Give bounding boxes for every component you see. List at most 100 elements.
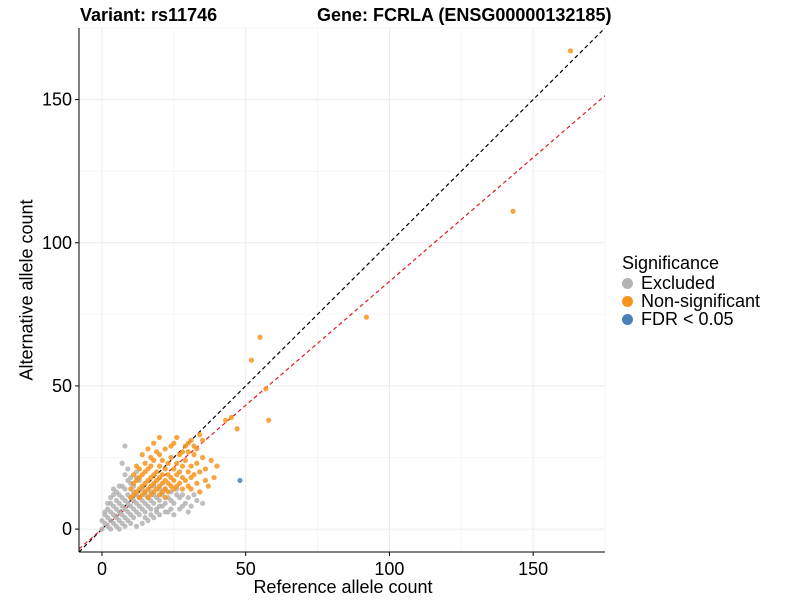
- point-non-significant: [194, 460, 200, 466]
- point-excluded: [185, 509, 191, 515]
- point-excluded: [154, 509, 160, 515]
- point-excluded: [165, 509, 171, 515]
- point-non-significant: [197, 432, 203, 438]
- point-excluded: [110, 486, 117, 492]
- legend-label-fdr: FDR < 0.05: [641, 309, 734, 329]
- chart-title-variant: Variant: rs11746: [80, 5, 218, 25]
- point-non-significant: [188, 437, 194, 443]
- point-non-significant: [171, 466, 177, 472]
- point-non-significant: [182, 457, 188, 463]
- point-excluded: [139, 520, 145, 526]
- point-non-significant: [191, 472, 197, 478]
- point-non-significant: [188, 463, 194, 469]
- point-non-significant: [208, 457, 214, 463]
- point-non-significant: [263, 386, 269, 392]
- point-non-significant: [199, 454, 206, 461]
- point-excluded: [119, 460, 125, 466]
- grid-lines: [79, 27, 606, 552]
- point-non-significant: [156, 463, 163, 469]
- point-excluded: [113, 523, 119, 529]
- point-non-significant: [182, 477, 188, 484]
- point-non-significant: [145, 446, 151, 452]
- point-non-significant: [165, 460, 171, 466]
- point-excluded: [171, 500, 177, 506]
- y-tick-label: 0: [62, 519, 72, 539]
- point-excluded: [108, 494, 114, 501]
- point-excluded: [125, 466, 131, 472]
- point-excluded: [142, 509, 148, 515]
- point-non-significant: [228, 414, 234, 421]
- point-non-significant: [185, 449, 191, 455]
- point-excluded: [177, 506, 183, 512]
- point-non-significant: [185, 469, 191, 475]
- point-non-significant: [148, 463, 154, 469]
- point-non-significant: [171, 477, 177, 484]
- point-non-significant: [154, 449, 160, 455]
- point-excluded: [194, 497, 200, 504]
- point-non-significant: [234, 426, 240, 432]
- point-non-significant: [128, 486, 134, 492]
- point-non-significant: [222, 417, 229, 423]
- legend-key-excluded: [622, 277, 633, 289]
- point-excluded: [125, 517, 131, 524]
- point-excluded: [156, 497, 163, 504]
- point-non-significant: [179, 486, 186, 492]
- point-non-significant: [194, 446, 200, 452]
- point-non-significant: [199, 437, 206, 443]
- point-non-significant: [151, 440, 157, 446]
- x-tick-label: 100: [374, 559, 404, 579]
- point-non-significant: [174, 460, 180, 466]
- point-excluded: [159, 503, 165, 509]
- point-excluded: [105, 500, 111, 506]
- point-non-significant: [174, 434, 180, 441]
- point-excluded: [171, 512, 177, 518]
- point-non-significant: [162, 466, 168, 472]
- point-non-significant: [179, 463, 186, 469]
- point-non-significant: [197, 489, 203, 495]
- point-fdr-0-05: [237, 477, 243, 484]
- point-non-significant: [510, 208, 516, 214]
- point-excluded: [148, 512, 154, 518]
- point-excluded: [116, 483, 122, 489]
- legend-item-non-significant: Non-significant: [622, 292, 760, 310]
- point-excluded: [122, 472, 128, 478]
- y-axis-label: Alternative allele count: [16, 199, 37, 381]
- legend-item-fdr: FDR < 0.05: [622, 310, 760, 328]
- point-excluded: [151, 500, 157, 506]
- point-non-significant: [177, 480, 183, 486]
- point-non-significant: [266, 417, 272, 423]
- point-non-significant: [363, 314, 370, 320]
- point-non-significant: [156, 434, 163, 441]
- y-tick-label: 100: [42, 233, 72, 253]
- legend-title: Significance: [622, 253, 720, 273]
- point-non-significant: [257, 334, 263, 340]
- point-non-significant: [202, 477, 209, 484]
- point-non-significant: [188, 486, 194, 492]
- point-excluded: [122, 443, 128, 449]
- reference-line-identity: [79, 28, 605, 552]
- y-tick-label: 50: [52, 376, 72, 396]
- point-non-significant: [205, 483, 211, 489]
- point-non-significant: [197, 469, 203, 475]
- point-excluded: [131, 515, 137, 521]
- point-non-significant: [131, 472, 137, 478]
- point-non-significant: [214, 463, 220, 469]
- point-excluded: [133, 523, 140, 529]
- point-non-significant: [142, 460, 148, 466]
- point-non-significant: [168, 443, 174, 449]
- point-non-significant: [168, 454, 174, 461]
- point-non-significant: [159, 472, 165, 478]
- point-non-significant: [162, 494, 168, 501]
- legend-label-non-significant: Non-significant: [641, 291, 761, 311]
- axes: 0 50 100 150 0 50 100 150: [42, 28, 605, 579]
- point-excluded: [99, 526, 105, 532]
- point-non-significant: [139, 452, 145, 458]
- point-excluded: [102, 509, 108, 515]
- legend-key-non-significant: [622, 295, 633, 307]
- data-points: [99, 48, 574, 532]
- point-non-significant: [248, 357, 255, 363]
- point-non-significant: [177, 452, 183, 458]
- x-axis-label: Reference allele count: [253, 577, 433, 597]
- y-tick-label: 150: [42, 90, 72, 110]
